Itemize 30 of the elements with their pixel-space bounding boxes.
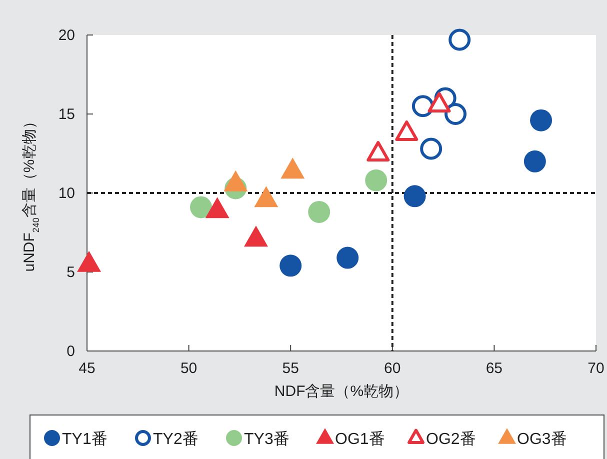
legend-label: TY2番 (153, 430, 198, 448)
point (524, 150, 546, 172)
legend-label: OG1番 (335, 430, 385, 448)
legend-label: TY3番 (244, 430, 290, 448)
point (308, 200, 330, 223)
point (444, 103, 467, 125)
point (404, 185, 426, 208)
point (420, 138, 442, 160)
y-tick-label: 10 (58, 185, 75, 202)
point (190, 196, 212, 218)
x-axis-title: NDF含量（%乾物） (274, 383, 409, 400)
legend-label: OG2番 (426, 430, 476, 448)
point (280, 254, 302, 277)
legend-label: TY1番 (62, 430, 108, 448)
y-tick-label: 5 (66, 264, 75, 281)
x-tick-label: 55 (282, 360, 299, 377)
x-tick-label: 50 (180, 360, 198, 377)
x-tick-label: 65 (486, 360, 503, 377)
y-tick-label: 20 (58, 27, 75, 44)
x-tick-label: 45 (78, 360, 96, 377)
point (412, 95, 434, 118)
legend-label: OG3番 (517, 430, 567, 448)
point (448, 28, 471, 51)
y-tick-label: 15 (58, 106, 75, 123)
point (530, 109, 552, 132)
y-tick-label: 0 (66, 343, 75, 360)
x-tick-label: 60 (384, 360, 401, 377)
point (365, 169, 388, 192)
x-tick-label: 70 (588, 360, 604, 377)
point (336, 246, 359, 269)
